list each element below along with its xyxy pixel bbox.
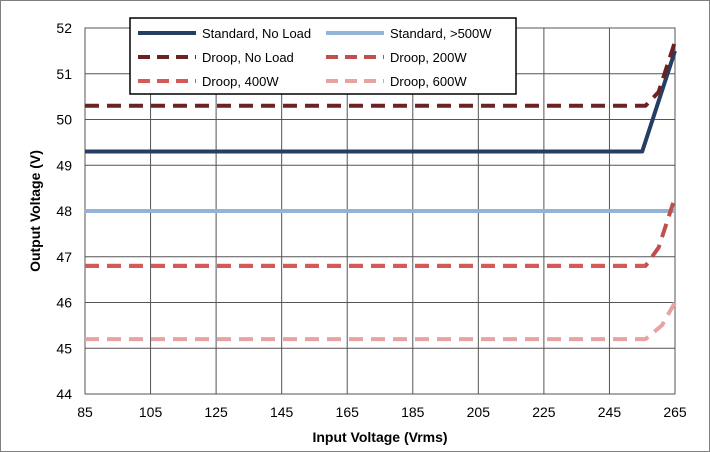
x-axis-title: Input Voltage (Vrms) — [312, 429, 447, 445]
y-tick-label: 51 — [56, 66, 72, 82]
legend-label: Droop, 200W — [390, 50, 467, 65]
legend-box — [129, 17, 517, 95]
x-tick-label: 105 — [139, 404, 163, 420]
x-tick-label: 125 — [204, 404, 228, 420]
y-tick-label: 47 — [56, 249, 72, 265]
series-line-3 — [85, 41, 677, 108]
y-tick-label: 46 — [56, 295, 72, 311]
legend-label: Droop, No Load — [202, 50, 294, 65]
x-tick-label: 85 — [77, 404, 93, 420]
y-tick-label: 48 — [56, 203, 72, 219]
x-tick-label: 245 — [598, 404, 622, 420]
series-line-1 — [85, 50, 677, 154]
x-tick-label: 145 — [270, 404, 294, 420]
y-tick-label: 45 — [56, 340, 72, 356]
y-tick-label: 49 — [56, 157, 72, 173]
series-line-6 — [85, 301, 677, 342]
x-tick-label: 185 — [401, 404, 425, 420]
legend-label: Standard, >500W — [390, 26, 492, 41]
y-tick-label: 50 — [56, 112, 72, 128]
y-axis-title: Output Voltage (V) — [27, 150, 43, 272]
legend-label: Droop, 600W — [390, 74, 467, 89]
y-tick-label: 52 — [56, 20, 72, 36]
x-tick-label: 165 — [336, 404, 360, 420]
x-tick-label: 225 — [532, 404, 556, 420]
legend-label: Standard, No Load — [202, 26, 311, 41]
series-layer — [85, 41, 677, 342]
x-tick-label: 265 — [663, 404, 687, 420]
tick-layer: 85 105 125 145 165 185 205 225 245 265 44 45 46 47 48 4… — [56, 20, 686, 420]
legend: Standard, No Load Standard, >500W Droop, N… — [129, 17, 517, 95]
x-tick-label: 205 — [467, 404, 491, 420]
y-tick-label: 44 — [56, 386, 72, 402]
legend-label: Droop, 400W — [202, 74, 279, 89]
